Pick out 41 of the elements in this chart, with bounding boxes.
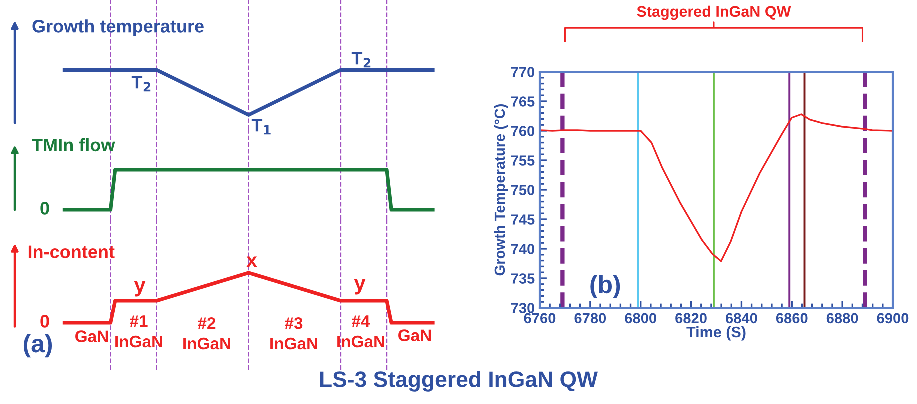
x-tick-label: 6760 xyxy=(524,313,556,324)
text: T$_{1}$ xyxy=(252,119,271,135)
annotation: #2 InGaN xyxy=(184,317,230,350)
text: GaN xyxy=(76,330,108,342)
y-axis-title: Growth Temperature (°C) xyxy=(494,104,508,276)
y-tick-label: 765 xyxy=(511,96,535,107)
x-tick-label: 6780 xyxy=(574,313,606,324)
x-tick-label: 6800 xyxy=(625,313,656,324)
y-tick-label: 745 xyxy=(511,214,535,225)
text: 0 xyxy=(40,315,50,328)
x-tick-label: 6840 xyxy=(726,313,758,324)
text: 0 xyxy=(40,202,50,215)
annotation: T$_{2}$ xyxy=(132,76,151,92)
y-tick-label: 770 xyxy=(511,67,535,78)
y-tick-label: 750 xyxy=(511,185,535,196)
text: T$_{2}$ xyxy=(352,52,371,68)
annotation: y xyxy=(134,281,146,297)
y-axis-title: TMIn flow xyxy=(32,138,116,152)
x-axis-title: Time (S) xyxy=(686,326,746,341)
y-axis-title: Growth temperature xyxy=(32,20,204,36)
line-series xyxy=(540,114,893,262)
text: GaN xyxy=(398,330,432,342)
annotation: (b) xyxy=(590,275,620,299)
x-tick-label: 6860 xyxy=(776,313,808,324)
y-tick-label: 735 xyxy=(511,274,535,284)
y-tick-label: 730 xyxy=(511,303,535,314)
annotation: #1 InGaN xyxy=(116,316,162,348)
y-axis-title: In-content xyxy=(28,246,115,258)
text: x xyxy=(246,256,258,268)
y-tick-label: 760 xyxy=(511,126,535,136)
x-tick-label: 6900 xyxy=(877,313,909,324)
annotation: y xyxy=(354,279,366,295)
x-tick-label: 6820 xyxy=(676,313,707,324)
text: Staggered InGaN QW xyxy=(637,6,792,20)
x-tick-label: 6880 xyxy=(826,313,858,324)
text: LS-3 Staggered InGaN QW xyxy=(320,371,598,392)
annotation: #3 InGaN xyxy=(270,317,318,350)
y-tick-label: 755 xyxy=(511,156,535,166)
y-tick-label: 740 xyxy=(511,244,535,254)
annotation: #4 InGaN xyxy=(338,316,384,348)
text: (a) xyxy=(24,334,52,358)
